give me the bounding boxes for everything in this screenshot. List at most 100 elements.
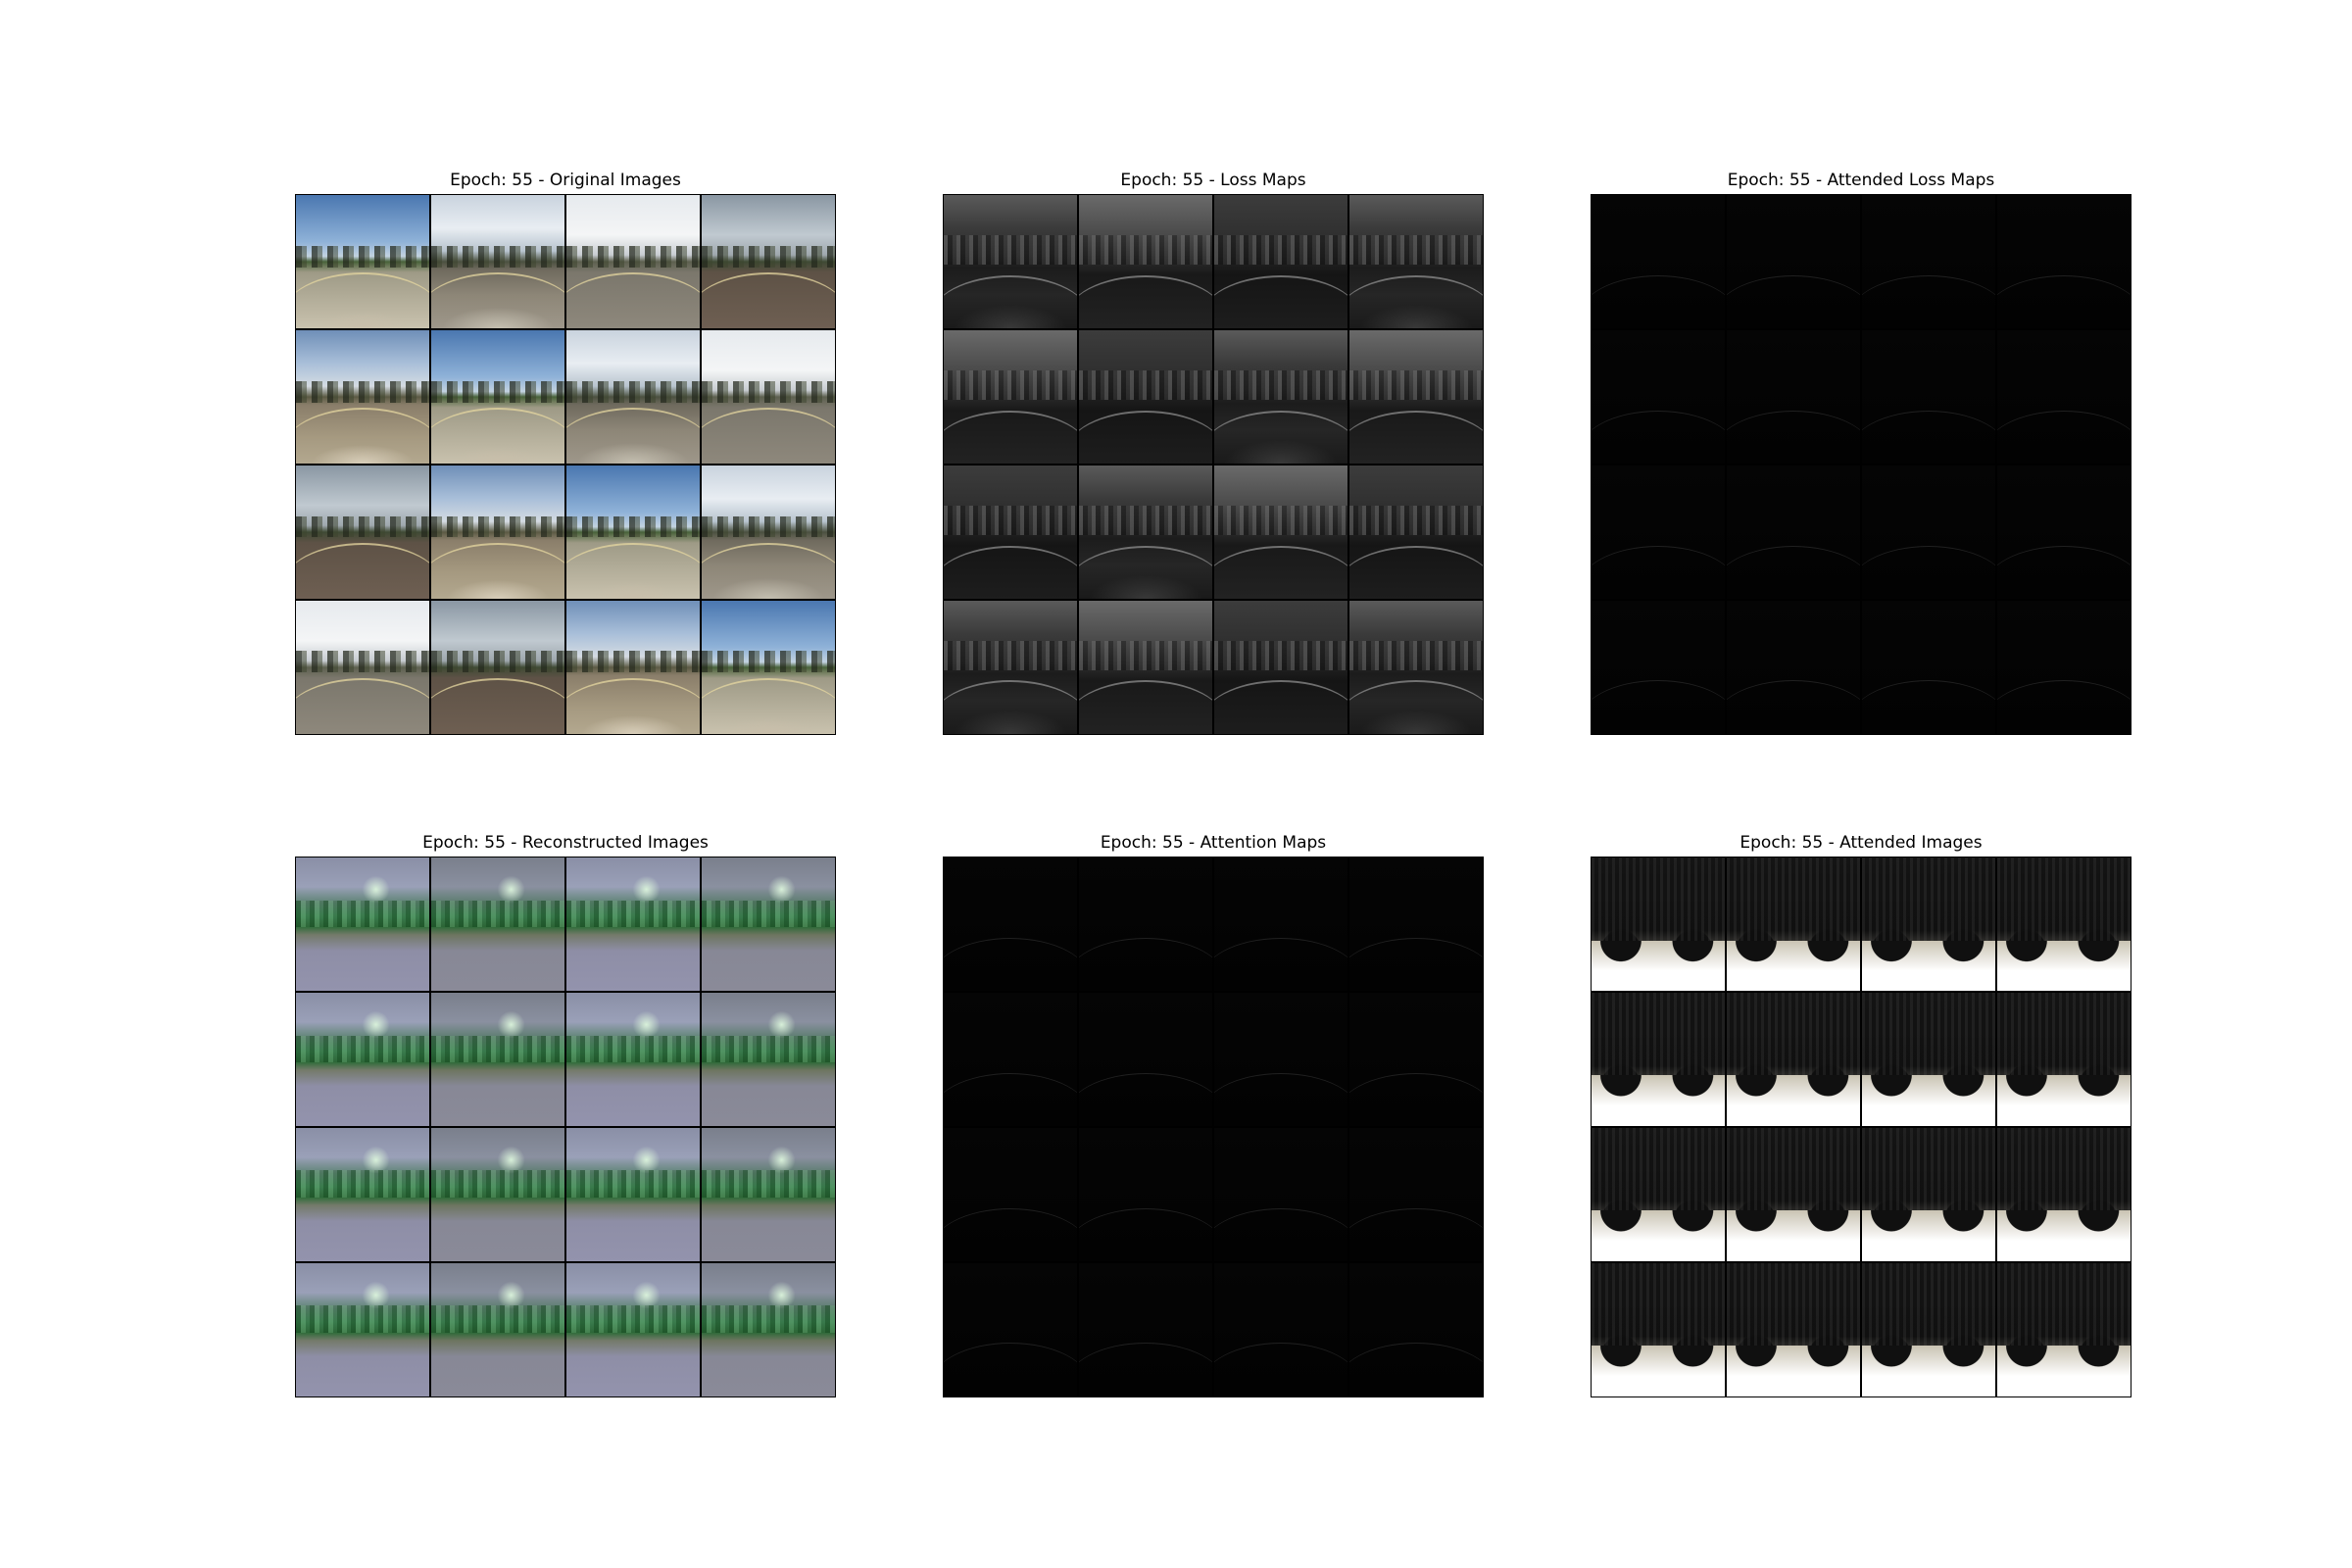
image-tile [565, 992, 701, 1127]
image-tile [430, 195, 565, 329]
image-tile [1213, 1262, 1348, 1396]
image-tile [565, 600, 701, 734]
image-tile [1592, 992, 1726, 1127]
image-tile [1348, 858, 1483, 992]
image-tile [1213, 1127, 1348, 1262]
image-tile [1592, 195, 1726, 329]
image-tile [1726, 1262, 1861, 1396]
image-tile [565, 465, 701, 600]
image-tile [944, 992, 1078, 1127]
image-tile [1592, 329, 1726, 465]
image-grid-reconstructed [295, 857, 836, 1397]
image-tile [1996, 858, 2131, 992]
image-grid-loss-maps [943, 194, 1484, 735]
image-tile [1726, 1127, 1861, 1262]
image-tile [565, 1262, 701, 1396]
image-tile [430, 329, 565, 465]
image-tile [1726, 329, 1861, 465]
image-tile [701, 1127, 835, 1262]
image-tile [1592, 858, 1726, 992]
image-tile [296, 195, 430, 329]
image-tile [565, 1127, 701, 1262]
image-tile [1348, 600, 1483, 734]
image-tile [1078, 600, 1213, 734]
image-tile [565, 329, 701, 465]
image-tile [430, 1127, 565, 1262]
image-tile [1592, 1262, 1726, 1396]
image-tile [1078, 858, 1213, 992]
image-grid-attended-loss-maps [1591, 194, 2132, 735]
image-tile [1861, 992, 1996, 1127]
panel-title: Epoch: 55 - Attention Maps [1100, 833, 1327, 853]
image-tile [944, 329, 1078, 465]
image-tile [944, 600, 1078, 734]
image-tile [1213, 858, 1348, 992]
image-tile [430, 992, 565, 1127]
image-tile [1996, 600, 2131, 734]
image-tile [1996, 465, 2131, 600]
image-tile [296, 1262, 430, 1396]
image-tile [944, 465, 1078, 600]
image-grid-attended-images [1591, 857, 2132, 1397]
image-tile [430, 1262, 565, 1396]
image-tile [1078, 329, 1213, 465]
image-tile [296, 600, 430, 734]
image-tile [296, 858, 430, 992]
image-tile [1996, 195, 2131, 329]
image-tile [1078, 465, 1213, 600]
image-tile [1078, 1127, 1213, 1262]
image-tile [1348, 992, 1483, 1127]
image-grid-original [295, 194, 836, 735]
image-tile [1213, 992, 1348, 1127]
image-tile [1861, 1127, 1996, 1262]
image-tile [1726, 992, 1861, 1127]
image-tile [1078, 1262, 1213, 1396]
image-tile [1861, 195, 1996, 329]
image-tile [1861, 600, 1996, 734]
panel-title: Epoch: 55 - Reconstructed Images [422, 833, 709, 853]
image-tile [1996, 992, 2131, 1127]
image-tile [1592, 600, 1726, 734]
image-tile [701, 329, 835, 465]
image-tile [1592, 1127, 1726, 1262]
panel-title: Epoch: 55 - Loss Maps [1120, 171, 1306, 190]
image-tile [1726, 465, 1861, 600]
image-tile [701, 1262, 835, 1396]
image-tile [1861, 329, 1996, 465]
image-tile [701, 465, 835, 600]
image-tile [1726, 600, 1861, 734]
image-tile [701, 992, 835, 1127]
image-tile [1592, 465, 1726, 600]
image-tile [1348, 465, 1483, 600]
image-tile [296, 992, 430, 1127]
image-tile [1213, 195, 1348, 329]
image-tile [1213, 600, 1348, 734]
image-tile [1996, 1262, 2131, 1396]
image-tile [701, 600, 835, 734]
image-tile [701, 195, 835, 329]
image-tile [1726, 195, 1861, 329]
image-tile [1996, 1127, 2131, 1262]
image-tile [430, 600, 565, 734]
image-tile [1348, 1127, 1483, 1262]
image-tile [565, 195, 701, 329]
image-tile [1213, 329, 1348, 465]
image-tile [1996, 329, 2131, 465]
image-tile [296, 1127, 430, 1262]
image-tile [296, 465, 430, 600]
image-tile [701, 858, 835, 992]
image-tile [296, 329, 430, 465]
image-tile [1348, 1262, 1483, 1396]
image-tile [1078, 195, 1213, 329]
image-tile [1726, 858, 1861, 992]
image-tile [1861, 465, 1996, 600]
image-tile [565, 858, 701, 992]
panel-title: Epoch: 55 - Attended Loss Maps [1727, 171, 1995, 190]
image-tile [1213, 465, 1348, 600]
panel-title: Epoch: 55 - Original Images [450, 171, 681, 190]
image-tile [1348, 329, 1483, 465]
image-tile [1078, 992, 1213, 1127]
image-grid-attention-maps [943, 857, 1484, 1397]
image-tile [944, 1127, 1078, 1262]
image-tile [944, 1262, 1078, 1396]
